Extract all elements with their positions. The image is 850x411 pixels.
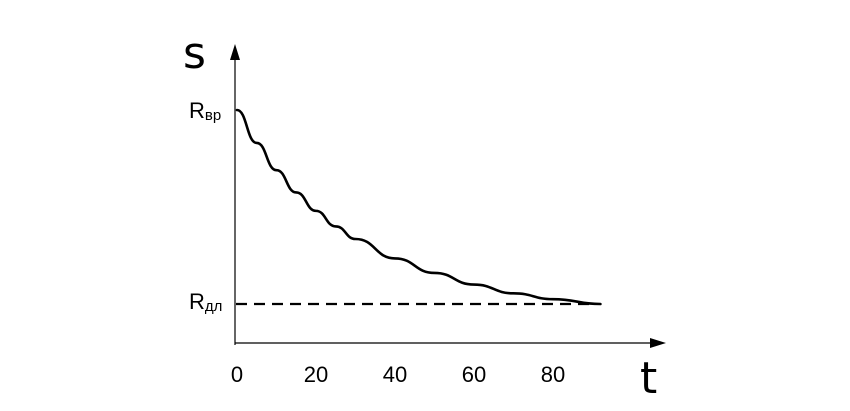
lower-level-main: R [189,289,205,314]
x-axis-title: t [640,353,657,404]
upper-level-main: R [189,98,205,123]
lower-level-label: Rдл [189,289,222,315]
x-axis-arrow [650,338,666,348]
y-axis-arrow [230,44,240,60]
series-line [235,108,602,306]
y-axis-title: s [183,28,206,79]
x-tick-labels: 0 20 40 60 80 [231,362,565,387]
x-tick-label: 80 [541,362,565,387]
x-tick-label: 60 [462,362,486,387]
upper-level-label: Rвр [189,98,221,124]
upper-level-sub: вр [205,107,221,124]
x-tick-label: 20 [304,362,328,387]
x-tick-label: 0 [231,362,243,387]
lower-level-sub: дл [205,298,223,315]
x-tick-label: 40 [383,362,407,387]
